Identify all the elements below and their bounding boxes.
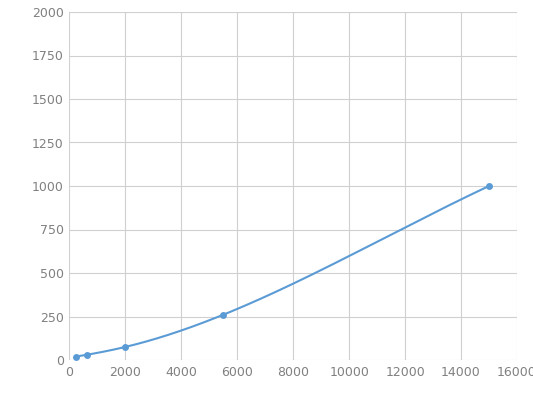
Point [72,353,80,360]
Point [485,183,494,189]
Point [83,352,91,358]
Point [219,312,228,318]
Point [121,344,130,350]
